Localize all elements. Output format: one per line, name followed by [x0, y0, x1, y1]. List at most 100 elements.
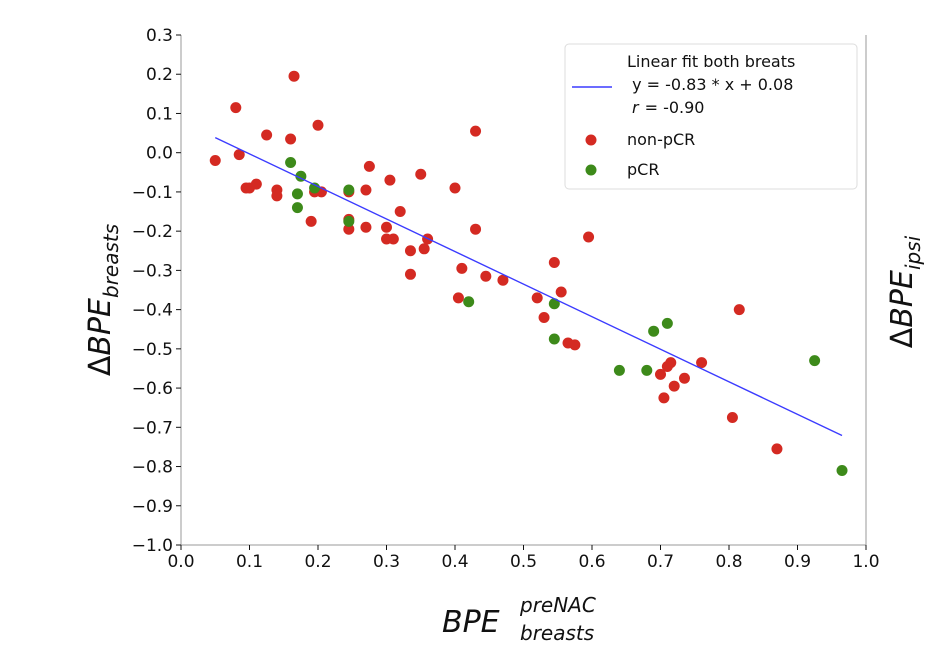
pcr-point: [343, 215, 355, 227]
non-pcr-point: [233, 149, 245, 161]
legend-r-symbol: r: [632, 98, 640, 117]
non-pcr-point: [569, 339, 581, 351]
non-pcr-point: [470, 223, 482, 235]
x-tick-label: 1.0: [852, 552, 879, 572]
non-pcr-point: [678, 372, 690, 384]
pcr-point: [548, 333, 560, 345]
legend-fit-name: Linear fit both breats: [627, 52, 795, 71]
non-pcr-point: [771, 443, 783, 455]
legend-pcr-label: pCR: [627, 160, 659, 179]
non-pcr-point: [668, 380, 680, 392]
x-tick-label: 0.7: [647, 552, 674, 572]
non-pcr-point: [305, 215, 317, 227]
x-tick-label: 0.0: [167, 552, 194, 572]
y-tick-label: −0.6: [132, 379, 173, 399]
non-pcr-point: [452, 292, 464, 304]
non-pcr-point: [404, 268, 416, 280]
non-pcr-point: [343, 223, 355, 235]
non-pcr-point: [583, 231, 595, 243]
x-tick-label: 0.5: [510, 552, 537, 572]
legend-non-pcr-swatch: [585, 134, 597, 146]
y-tick-label: −0.9: [132, 497, 173, 517]
x-tick-label: 0.1: [236, 552, 263, 572]
non-pcr-point: [538, 311, 550, 323]
non-pcr-point: [470, 125, 482, 137]
y-tick-label: 0.2: [146, 65, 173, 85]
non-pcr-point: [531, 292, 543, 304]
x-label-sup: preNAC: [519, 593, 596, 617]
y-tick-label: 0.1: [146, 104, 173, 124]
right-label-main: BPE: [885, 270, 920, 328]
pcr-point: [648, 325, 660, 337]
x-tick-label: 0.3: [373, 552, 400, 572]
linear-fit-line: [214, 136, 843, 437]
y-tick-label: −0.8: [132, 458, 173, 478]
non-pcr-point: [658, 392, 670, 404]
pcr-point: [809, 355, 821, 367]
non-pcr-point: [250, 178, 262, 190]
ticks-group: 0.0 0.1 0.2 0.3 0.4 0.5 0.6 0.7 0.8 0.9 1.0 0.3 0.2 0…: [132, 26, 880, 572]
non-pcr-point: [285, 133, 297, 145]
non-pcr-point: [418, 243, 430, 255]
y-axis-label: ΔBPEbreasts: [83, 224, 123, 376]
non-pcr-point: [665, 357, 677, 369]
non-pcr-point: [733, 304, 745, 316]
non-pcr-point: [394, 206, 406, 218]
y-label-sub: breasts: [99, 224, 123, 298]
y-tick-label: 0.3: [146, 26, 173, 46]
non-pcr-point: [381, 221, 392, 233]
pcr-point: [836, 464, 848, 476]
non-pcr-point: [312, 119, 324, 131]
pcr-point: [641, 364, 653, 376]
x-tick-label: 0.9: [784, 552, 811, 572]
y-tick-label: −0.4: [132, 301, 173, 321]
y-tick-label: −0.2: [132, 222, 173, 242]
pcr-point: [661, 317, 673, 329]
x-tick-label: 0.2: [304, 552, 331, 572]
non-pcr-point: [209, 155, 221, 167]
pcr-point: [343, 184, 355, 196]
right-label-sub: ipsi: [901, 235, 925, 270]
pcr-point: [285, 157, 297, 168]
x-tick-label: 0.6: [578, 552, 605, 572]
non-pcr-point: [360, 184, 372, 196]
y-tick-label: −0.1: [132, 183, 173, 203]
pcr-point: [291, 188, 303, 200]
non-pcr-point: [480, 270, 492, 282]
non-pcr-point: [456, 262, 468, 274]
pcr-point: [548, 298, 560, 310]
x-tick-label: 0.8: [715, 552, 742, 572]
non-pcr-point: [449, 182, 461, 194]
non-pcr-point: [548, 257, 560, 269]
pcr-point: [463, 296, 475, 308]
legend-non-pcr-label: non-pCR: [627, 130, 695, 149]
legend-pcr-swatch: [585, 164, 597, 176]
x-tick-label: 0.4: [441, 552, 468, 572]
non-pcr-point: [271, 190, 283, 202]
x-axis-label: BPE preNAC breasts: [442, 593, 596, 645]
non-pcr-point: [415, 168, 427, 180]
y-tick-label: −0.7: [132, 418, 173, 438]
y-tick-label: −1.0: [132, 536, 173, 556]
y-tick-label: 0.0: [146, 144, 173, 164]
non-pcr-point: [261, 129, 273, 141]
pcr-point: [309, 182, 321, 194]
non-pcr-point: [363, 160, 375, 172]
legend-fit-equation: y = -0.83 * x + 0.08: [627, 75, 793, 94]
legend-r-value: = -0.90: [645, 98, 705, 117]
legend: Linear fit both breats y = -0.83 * x + 0…: [564, 43, 858, 190]
non-pcr-point: [230, 102, 242, 114]
y-label-main: BPE: [83, 298, 118, 356]
y-tick-label: −0.3: [132, 261, 173, 281]
non-pcr-point: [497, 274, 509, 286]
legend-box: [564, 43, 858, 190]
right-y-axis-label: ΔBPEipsi: [885, 235, 925, 348]
pcr-point: [613, 364, 625, 376]
pcr-point: [291, 202, 303, 214]
non-pcr-point: [555, 286, 567, 298]
points-group: [209, 70, 848, 476]
non-pcr-point: [384, 174, 396, 186]
non-pcr-point: [387, 233, 399, 245]
non-pcr-point: [696, 357, 708, 369]
